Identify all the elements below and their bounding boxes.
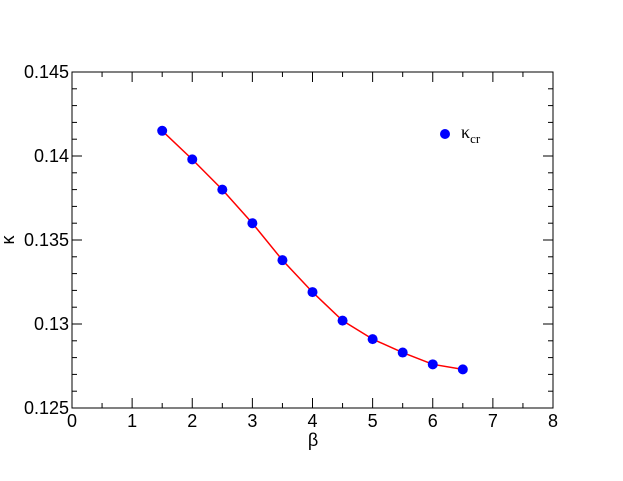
data-point: [457, 364, 468, 375]
plot-frame: [71, 71, 554, 409]
y-tick-label: 0.135: [24, 230, 69, 250]
y-axis-label: κ: [0, 235, 18, 245]
x-tick-label: 3: [247, 411, 257, 431]
legend-subscript: cr: [470, 131, 481, 146]
legend-marker: [440, 129, 450, 139]
x-axis-label: β: [308, 430, 318, 450]
x-tick-label: 5: [368, 411, 378, 431]
data-point: [217, 184, 228, 195]
y-tick-label: 0.125: [24, 398, 69, 418]
data-point: [277, 255, 288, 266]
legend-label: κcr: [461, 122, 481, 146]
data-point: [367, 334, 378, 345]
data-point: [157, 125, 168, 136]
data-point: [397, 347, 408, 358]
x-tick-label: 6: [428, 411, 438, 431]
x-tick-label: 2: [187, 411, 197, 431]
x-tick-label: 7: [488, 411, 498, 431]
data-point: [427, 359, 438, 370]
x-tick-label: 0: [67, 411, 77, 431]
fit-line: [161, 130, 463, 371]
x-tick-label: 4: [307, 411, 317, 431]
y-tick-label: 0.145: [24, 62, 69, 82]
y-tick-label: 0.13: [34, 314, 69, 334]
data-point: [247, 218, 258, 229]
y-tick-label: 0.14: [34, 146, 69, 166]
data-point: [187, 154, 198, 165]
x-tick-label: 1: [127, 411, 137, 431]
data-point: [337, 315, 348, 326]
x-tick-label: 8: [548, 411, 558, 431]
legend-symbol: κ: [461, 122, 470, 142]
data-point: [307, 287, 318, 298]
